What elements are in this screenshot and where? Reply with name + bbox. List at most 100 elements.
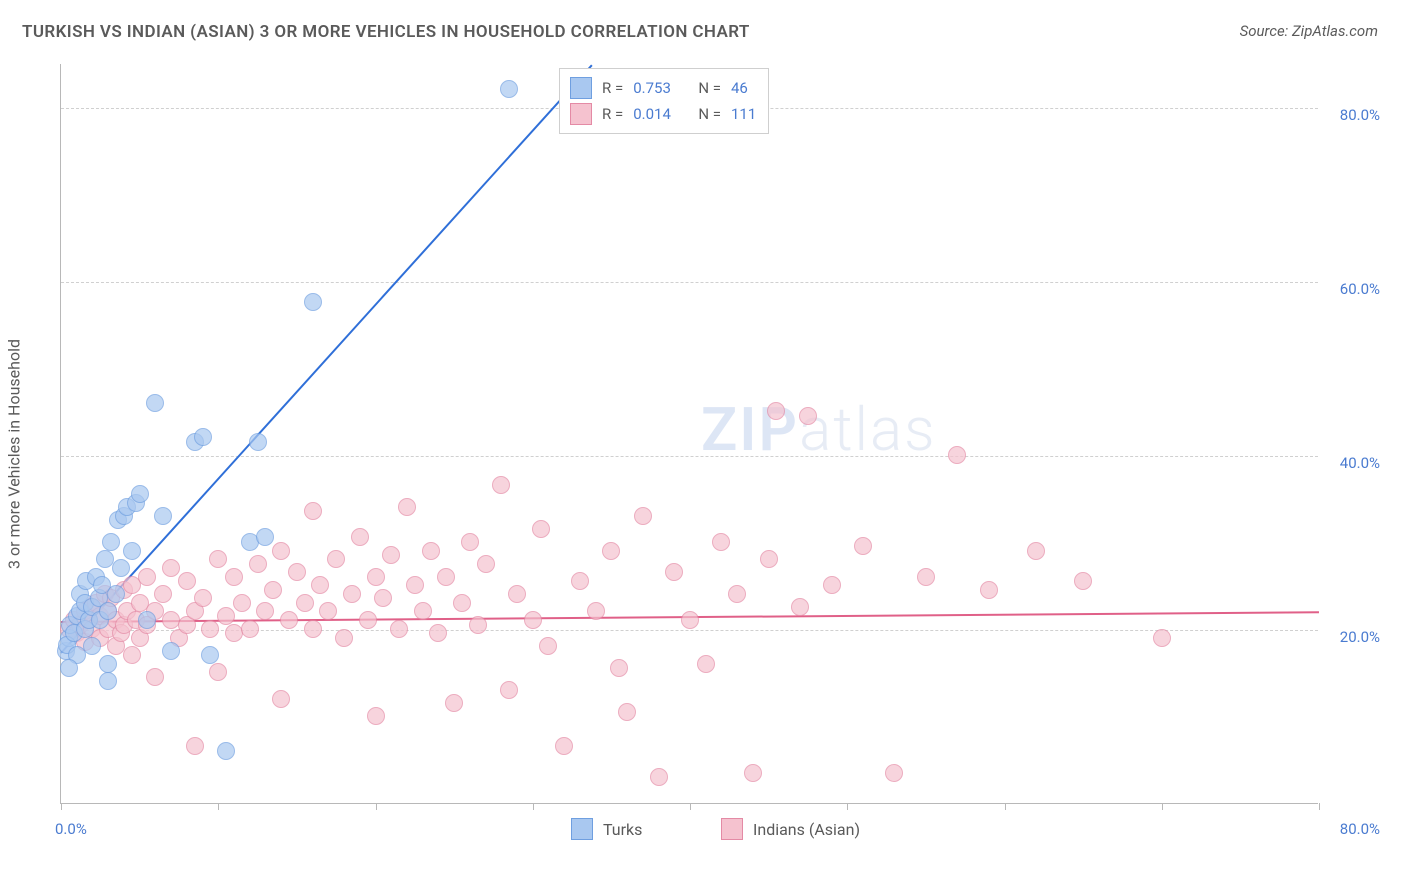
data-point: [327, 550, 345, 568]
data-point: [194, 428, 212, 446]
data-point: [477, 555, 495, 573]
data-point: [233, 594, 251, 612]
y-axis-label: 3 or more Vehicles in Household: [5, 339, 24, 569]
data-point: [162, 642, 180, 660]
data-point: [492, 476, 510, 494]
data-point: [1074, 572, 1092, 590]
data-point: [610, 659, 628, 677]
data-point: [791, 598, 809, 616]
x-tick: [61, 803, 62, 810]
data-point: [665, 563, 683, 581]
data-point: [445, 694, 463, 712]
data-point: [618, 703, 636, 721]
data-point: [138, 611, 156, 629]
data-point: [500, 80, 518, 98]
data-point: [209, 550, 227, 568]
data-point: [201, 620, 219, 638]
data-point: [760, 550, 778, 568]
data-point: [146, 394, 164, 412]
data-point: [186, 737, 204, 755]
data-point: [767, 402, 785, 420]
data-point: [146, 668, 164, 686]
data-point: [296, 594, 314, 612]
y-tick-label: 20.0%: [1340, 628, 1380, 646]
data-point: [1027, 542, 1045, 560]
legend-label: Turks: [603, 820, 642, 839]
data-point: [138, 568, 156, 586]
data-point: [712, 533, 730, 551]
data-point: [194, 589, 212, 607]
regression-line: [60, 64, 592, 653]
x-tick: [218, 803, 219, 810]
x-tick: [1162, 803, 1163, 810]
data-point: [241, 620, 259, 638]
data-point: [587, 602, 605, 620]
data-point: [414, 602, 432, 620]
data-point: [524, 611, 542, 629]
data-point: [681, 611, 699, 629]
data-point: [319, 602, 337, 620]
data-point: [634, 507, 652, 525]
data-point: [154, 507, 172, 525]
data-point: [744, 764, 762, 782]
data-point: [280, 611, 298, 629]
chart-source: Source: ZipAtlas.com: [1240, 22, 1378, 40]
plot-area: ZIPatlas 20.0%40.0%60.0%80.0%0.0%80.0%R …: [60, 64, 1318, 804]
data-point: [102, 533, 120, 551]
data-point: [382, 546, 400, 564]
data-point: [201, 646, 219, 664]
x-tick: [533, 803, 534, 810]
data-point: [217, 607, 235, 625]
data-point: [304, 293, 322, 311]
data-point: [469, 616, 487, 634]
data-point: [885, 764, 903, 782]
data-point: [304, 620, 322, 638]
data-point: [854, 537, 872, 555]
data-point: [602, 542, 620, 560]
stats-legend: R =0.753 N =46R =0.014 N =111: [559, 68, 769, 134]
data-point: [390, 620, 408, 638]
data-point: [335, 629, 353, 647]
data-point: [99, 602, 117, 620]
data-point: [343, 585, 361, 603]
data-point: [83, 637, 101, 655]
data-point: [99, 672, 117, 690]
data-point: [532, 520, 550, 538]
data-point: [539, 637, 557, 655]
data-point: [697, 655, 715, 673]
data-point: [249, 433, 267, 451]
x-tick: [376, 803, 377, 810]
chart-header: TURKISH VS INDIAN (ASIAN) 3 OR MORE VEHI…: [0, 0, 1406, 52]
stats-legend-row: R =0.014 N =111: [570, 101, 756, 127]
data-point: [799, 407, 817, 425]
watermark: ZIPatlas: [701, 394, 937, 465]
data-point: [728, 585, 746, 603]
x-tick: [1319, 803, 1320, 810]
data-point: [256, 528, 274, 546]
data-point: [508, 585, 526, 603]
x-tick: [847, 803, 848, 810]
series-legend-item: Indians (Asian): [721, 818, 860, 840]
data-point: [948, 446, 966, 464]
data-point: [359, 611, 377, 629]
data-point: [249, 555, 267, 573]
data-point: [272, 690, 290, 708]
data-point: [99, 655, 117, 673]
data-point: [374, 589, 392, 607]
series-legend-item: Turks: [571, 818, 642, 840]
gridline-h: [61, 456, 1318, 457]
data-point: [351, 528, 369, 546]
data-point: [178, 572, 196, 590]
x-tick: [1005, 803, 1006, 810]
data-point: [304, 502, 322, 520]
data-point: [131, 485, 149, 503]
data-point: [429, 624, 447, 642]
data-point: [917, 568, 935, 586]
data-point: [217, 742, 235, 760]
data-point: [288, 563, 306, 581]
data-point: [500, 681, 518, 699]
legend-swatch: [571, 818, 593, 840]
data-point: [264, 581, 282, 599]
data-point: [437, 568, 455, 586]
data-point: [256, 602, 274, 620]
